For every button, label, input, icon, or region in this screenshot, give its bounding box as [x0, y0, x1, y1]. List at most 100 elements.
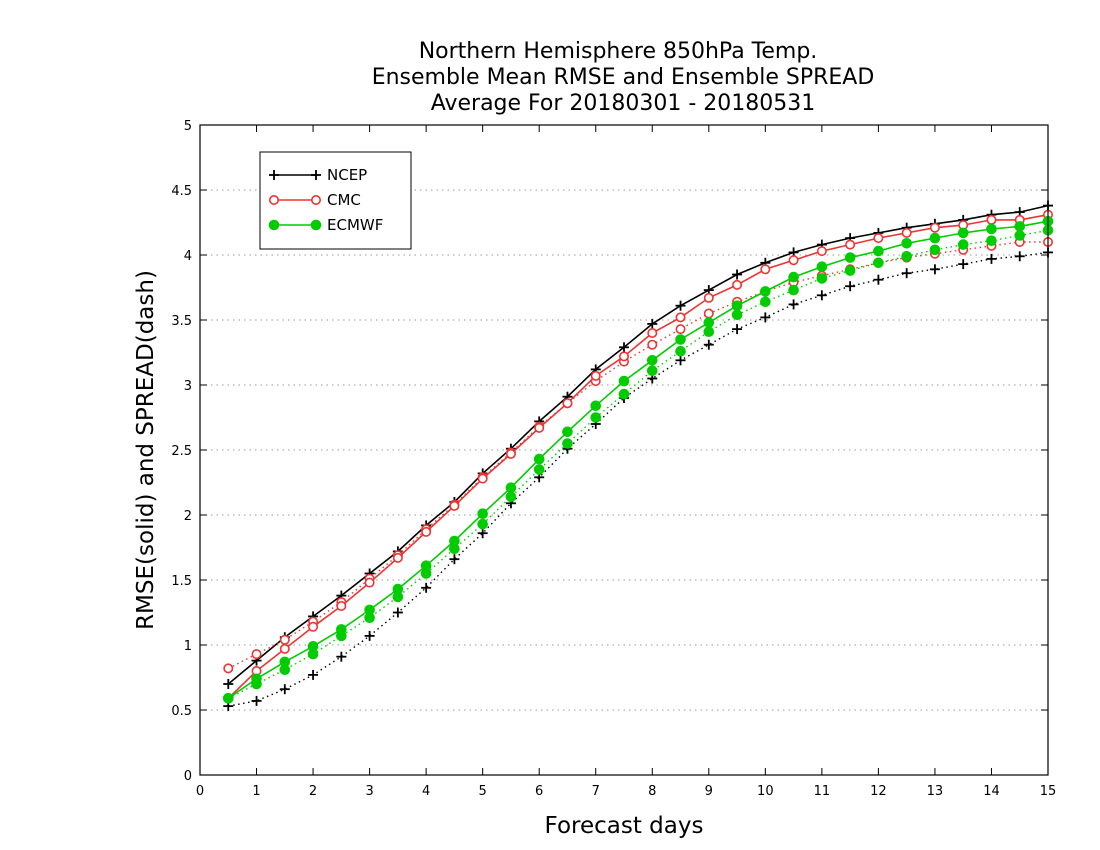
spread-point-ncep: [364, 630, 375, 641]
legend-item-cmc: CMC: [268, 191, 361, 209]
spread-point-ncep: [251, 695, 262, 706]
rmse-point-cmc: [477, 473, 488, 484]
rmse-point-ecmwf: [251, 673, 262, 685]
rmse-point-cmc: [421, 526, 432, 537]
rmse-point-ecmwf: [618, 375, 630, 387]
rmse-point-ecmwf: [731, 300, 743, 312]
spread-point-ecmwf: [533, 464, 545, 475]
legend-item-ecmwf: ECMWF: [268, 216, 383, 234]
spread-point-ncep: [336, 651, 347, 662]
rmse-point-cmc: [647, 327, 658, 338]
spread-point-ncep: [986, 253, 997, 264]
rmse-point-ecmwf: [675, 334, 686, 345]
y-tick-label: 3.5: [171, 314, 192, 329]
rmse-point-ecmwf: [646, 355, 658, 366]
rmse-point-ecmwf: [1014, 221, 1026, 232]
rmse-point-cmc: [901, 227, 912, 238]
spread-point-ncep: [929, 264, 940, 275]
series-ecmwf: [222, 215, 1054, 704]
rmse-point-cmc: [505, 448, 516, 459]
spread-point-ncep: [760, 312, 771, 323]
rmse-point-cmc: [703, 292, 714, 303]
spread-point-ncep: [845, 281, 856, 292]
rmse-point-ecmwf: [364, 604, 375, 616]
rmse-point-ecmwf: [533, 453, 545, 465]
spread-line-cmc: [227, 241, 1048, 670]
spread-point-ecmwf: [477, 518, 488, 530]
chart-title-line-1: Northern Hemisphere 850hPa Temp.: [419, 39, 818, 64]
x-tick-label: 0: [196, 784, 204, 799]
rmse-point-ecmwf: [562, 426, 573, 438]
x-tick-label: 3: [365, 784, 373, 799]
rmse-point-cmc: [336, 600, 347, 611]
rmse-point-cmc: [816, 246, 827, 257]
x-tick-label: 2: [309, 784, 317, 799]
rmse-point-ecmwf: [505, 482, 517, 494]
rmse-point-cmc: [279, 643, 290, 654]
x-tick-label: 15: [1040, 784, 1057, 799]
rmse-point-cmc: [590, 370, 601, 381]
spread-point-ecmwf: [675, 345, 686, 357]
rmse-point-cmc: [929, 222, 940, 233]
spread-point-ecmwf: [618, 388, 630, 400]
spread-point-ecmwf: [873, 257, 884, 269]
rmse-point-ecmwf: [336, 624, 347, 635]
spread-point-ecmwf: [505, 491, 517, 503]
spread-point-ncep: [421, 582, 432, 593]
rmse-point-cmc: [845, 239, 856, 250]
spread-point-cmc: [279, 634, 290, 645]
x-tick-label: 14: [983, 784, 1000, 799]
y-tick-label: 2: [184, 509, 192, 524]
x-axis-title: Forecast days: [545, 813, 704, 839]
spread-point-cmc: [647, 339, 658, 350]
rmse-point-ecmwf: [986, 223, 997, 235]
rmse-point-cmc: [760, 264, 771, 275]
rmse-point-ecmwf: [844, 252, 856, 263]
spread-point-ecmwf: [731, 309, 743, 321]
chart-title-line-2: Ensemble Mean RMSE and Ensemble SPREAD: [372, 65, 875, 90]
spread-point-cmc: [703, 308, 714, 319]
spread-point-cmc: [675, 324, 686, 335]
spread-point-ncep: [1014, 251, 1025, 262]
rmse-point-cmc: [732, 279, 743, 290]
spread-point-ncep: [308, 669, 319, 680]
legend: NCEP CMC ECMWF: [259, 151, 412, 250]
spread-point-ecmwf: [929, 244, 941, 256]
rmse-point-ecmwf: [788, 271, 799, 283]
spread-point-ncep: [958, 259, 969, 270]
spread-line-ecmwf: [227, 229, 1049, 699]
chart-title-line-3: Average For 20180301 - 20180531: [431, 91, 816, 116]
x-tick-label: 13: [927, 784, 944, 799]
spread-point-ncep: [392, 607, 403, 618]
spread-point-ncep: [732, 324, 743, 335]
spread-point-ecmwf: [844, 265, 856, 276]
rmse-point-ecmwf: [816, 261, 828, 273]
spread-point-ncep: [816, 290, 827, 301]
spread-point-ncep: [788, 299, 799, 310]
y-tick-label: 1.5: [171, 574, 192, 589]
rmse-point-cmc: [788, 255, 799, 266]
x-tick-label: 9: [705, 784, 713, 799]
spread-point-ncep: [279, 684, 290, 695]
legend-marker-cmc: [310, 195, 321, 206]
series-ncep: [223, 200, 1053, 712]
rmse-point-ecmwf: [307, 641, 319, 652]
rmse-point-cmc: [449, 500, 460, 511]
spread-point-ncep: [873, 274, 884, 285]
legend-item-ncep: NCEP: [269, 166, 367, 184]
series-cmc: [223, 209, 1054, 704]
rmse-point-cmc: [562, 398, 573, 409]
rmse-point-ecmwf: [929, 232, 941, 244]
spread-point-ncep: [477, 528, 488, 539]
rmse-point-cmc: [675, 312, 686, 323]
rmse-point-cmc: [986, 214, 997, 225]
spread-point-ecmwf: [646, 365, 658, 377]
rmse-point-ecmwf: [760, 286, 771, 297]
rmse-line-ecmwf: [227, 220, 1049, 699]
legend-label-ecmwf: ECMWF: [327, 216, 383, 234]
rmse-line-cmc: [227, 213, 1049, 699]
rmse-point-cmc: [392, 552, 403, 563]
rmse-point-cmc: [364, 577, 375, 588]
rmse-point-cmc: [308, 621, 319, 632]
